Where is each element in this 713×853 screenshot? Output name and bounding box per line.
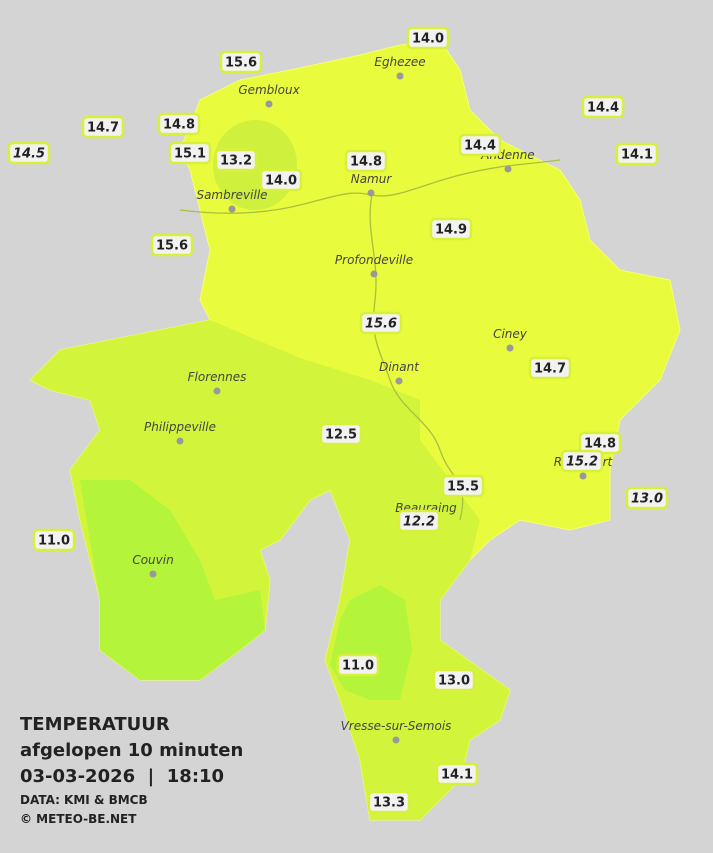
station-box xyxy=(581,95,625,119)
station-box xyxy=(32,528,76,552)
city-dot xyxy=(504,165,512,173)
station-box xyxy=(625,486,669,510)
city-dot xyxy=(176,437,184,445)
station-value: 12.2 xyxy=(403,515,435,530)
station-value: 14.0 xyxy=(265,174,297,189)
station-box xyxy=(81,115,125,139)
station-value: 12.5 xyxy=(325,428,357,443)
stations: 14.0 15.6 14.7 14.8 14.5 15.1 13.2 14.0 14.8 14.4… xyxy=(7,26,669,814)
station-box xyxy=(344,149,388,173)
station-value: 11.0 xyxy=(38,534,70,549)
station-value: 15.6 xyxy=(156,239,188,254)
station-box xyxy=(458,133,502,157)
station-value: 14.1 xyxy=(441,768,473,783)
station-value: 15.2 xyxy=(566,455,598,470)
station-box xyxy=(435,762,479,786)
station-value: 13.2 xyxy=(220,154,252,169)
city-dot xyxy=(506,344,514,352)
city-dot xyxy=(392,736,400,744)
title: TEMPERATUUR xyxy=(20,714,170,735)
city-label: Sambreville xyxy=(196,188,267,202)
city-dot xyxy=(228,205,236,213)
city-dot xyxy=(367,189,375,197)
city-label: Ciney xyxy=(493,327,528,341)
station-box xyxy=(319,422,363,446)
station-value: 14.4 xyxy=(464,139,496,154)
city-dot xyxy=(579,472,587,480)
station-value: 14.8 xyxy=(584,437,616,452)
station-box xyxy=(528,356,572,380)
zone-cool xyxy=(80,480,265,680)
station-value: 15.6 xyxy=(365,317,397,332)
subtitle: afgelopen 10 minuten xyxy=(20,740,243,761)
source: DATA: KMI & BMCB xyxy=(20,793,148,807)
station-value: 14.4 xyxy=(587,101,619,116)
city-label: Couvin xyxy=(132,553,173,567)
city-label: Namur xyxy=(351,172,393,186)
station-value: 14.5 xyxy=(13,147,45,162)
city-label: Vresse-sur-Semois xyxy=(341,719,452,733)
city-dot xyxy=(370,270,378,278)
station-value: 13.0 xyxy=(631,492,663,507)
station-value: 14.7 xyxy=(87,121,119,136)
station-box xyxy=(336,653,380,677)
station-value: 14.1 xyxy=(621,148,653,163)
station-box xyxy=(429,217,473,241)
city-label: Gembloux xyxy=(238,83,300,97)
city-dot xyxy=(395,377,403,385)
station-box xyxy=(150,233,194,257)
station-box xyxy=(397,509,441,533)
station-box xyxy=(441,474,485,498)
city-label: Eghezee xyxy=(374,55,425,69)
copyright: © METEO-BE.NET xyxy=(20,812,137,826)
station-value: 14.8 xyxy=(163,118,195,133)
station-value: 14.8 xyxy=(350,155,382,170)
station-box xyxy=(168,141,212,165)
station-value: 15.1 xyxy=(174,147,206,162)
station-box xyxy=(7,141,51,165)
cities: EghezeeGemblouxAndenneNamurSambrevillePr… xyxy=(132,55,614,744)
station-value: 15.6 xyxy=(225,56,257,71)
station-box xyxy=(560,449,604,473)
city-label: Philippeville xyxy=(144,420,216,434)
city-label: Dinant xyxy=(379,360,420,374)
station-value: 11.0 xyxy=(342,659,374,674)
city-dot xyxy=(265,100,273,108)
station-value: 14.9 xyxy=(435,223,467,238)
city-dot xyxy=(213,387,221,395)
station-box xyxy=(219,50,263,74)
station-box xyxy=(432,668,476,692)
station-value: 14.7 xyxy=(534,362,566,377)
station-value: 13.0 xyxy=(438,674,470,689)
station-box xyxy=(214,148,258,172)
station-value: 14.0 xyxy=(412,32,444,47)
city-dot xyxy=(396,72,404,80)
station-box xyxy=(406,26,450,50)
station-box xyxy=(157,112,201,136)
city-dot xyxy=(149,570,157,578)
city-label: Florennes xyxy=(188,370,247,384)
city-label: Profondeville xyxy=(335,253,413,267)
timestamp: 03-03-2026 | 18:10 xyxy=(20,766,224,787)
station-value: 15.5 xyxy=(447,480,479,495)
station-box xyxy=(359,311,403,335)
station-value: 13.3 xyxy=(373,796,405,811)
station-box xyxy=(615,142,659,166)
station-box xyxy=(259,168,303,192)
station-box xyxy=(367,790,411,814)
